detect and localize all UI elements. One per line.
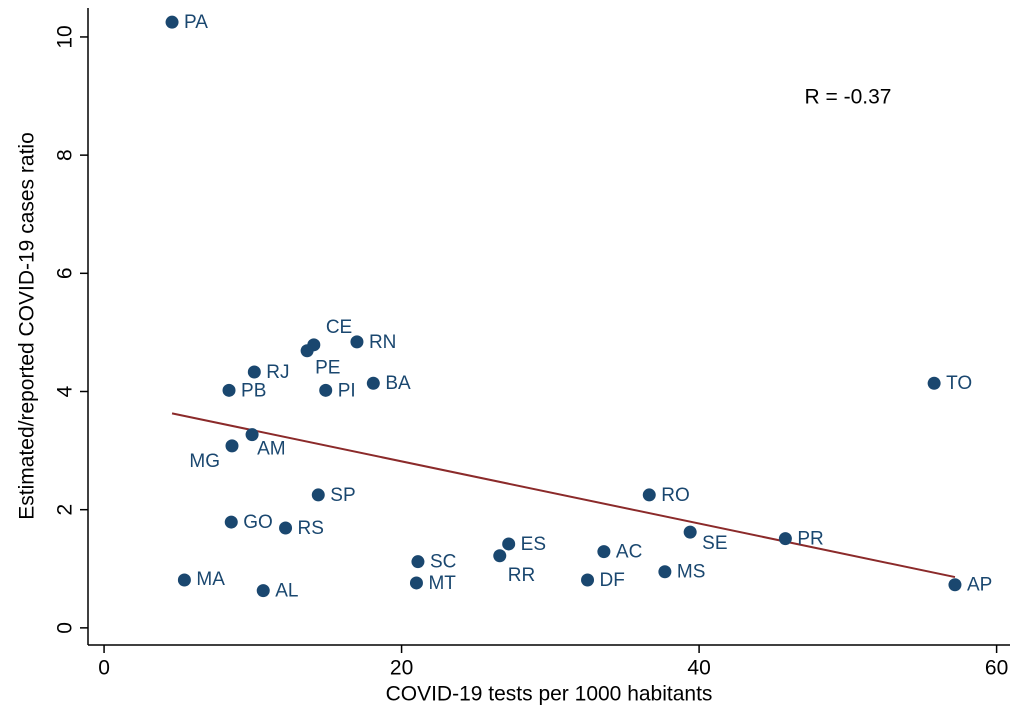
- point: [493, 549, 507, 563]
- point-label: AC: [616, 542, 642, 563]
- point-label: RO: [661, 485, 690, 506]
- x-tick-label: 20: [390, 657, 413, 680]
- point-label: PE: [315, 358, 340, 379]
- point-label: AM: [257, 439, 286, 460]
- point-label: RS: [298, 518, 324, 539]
- point-label: ES: [521, 534, 546, 555]
- point: [409, 576, 423, 590]
- point: [927, 376, 941, 390]
- point: [177, 573, 191, 587]
- y-tick-label: 8: [54, 149, 77, 161]
- point: [642, 488, 656, 502]
- point-label: GO: [243, 512, 273, 533]
- point: [311, 488, 325, 502]
- point-label: SC: [430, 552, 456, 573]
- point: [245, 428, 259, 442]
- point: [502, 537, 516, 551]
- y-tick-label: 4: [54, 385, 77, 397]
- point-label: PR: [797, 529, 823, 550]
- point: [350, 335, 364, 349]
- point-label: SE: [702, 533, 727, 554]
- point: [319, 383, 333, 397]
- y-tick-label: 6: [54, 267, 77, 279]
- point-label: AP: [967, 575, 992, 596]
- point: [683, 525, 697, 539]
- y-tick-label: 2: [54, 504, 77, 516]
- x-tick-label: 60: [985, 657, 1008, 680]
- annotation: R = -0.37: [805, 86, 892, 109]
- point: [247, 365, 261, 379]
- point: [300, 344, 314, 358]
- point: [366, 376, 380, 390]
- point-label: BA: [385, 373, 411, 394]
- point-label: RJ: [266, 362, 289, 383]
- trend-line: [171, 412, 956, 579]
- y-tick-label: 0: [54, 622, 77, 634]
- point: [597, 545, 611, 559]
- x-tick-label: 40: [687, 657, 710, 680]
- point-label: MG: [189, 451, 220, 472]
- point-label: MT: [428, 573, 456, 594]
- point-label: SP: [330, 485, 355, 506]
- point: [411, 555, 425, 569]
- point-label: MS: [677, 562, 706, 583]
- point-label: AL: [275, 581, 298, 602]
- point-label: TO: [946, 373, 972, 394]
- point: [225, 439, 239, 453]
- point-label: CE: [326, 317, 352, 338]
- y-axis-label: Estimated/reported COVID-19 cases ratio: [16, 132, 39, 520]
- point: [222, 383, 236, 397]
- point: [279, 521, 293, 535]
- point-label: DF: [600, 570, 625, 591]
- point-label: PA: [184, 12, 208, 33]
- point: [948, 578, 962, 592]
- x-axis-label: COVID-19 tests per 1000 habitants: [386, 683, 713, 706]
- point: [256, 584, 270, 598]
- point-label: PB: [241, 380, 266, 401]
- point-label: RN: [369, 332, 396, 353]
- point-label: MA: [196, 569, 225, 590]
- point-label: RR: [508, 565, 535, 586]
- point: [224, 515, 238, 529]
- x-tick-label: 0: [98, 657, 110, 680]
- y-tick-label: 10: [54, 25, 77, 48]
- point: [581, 573, 595, 587]
- point: [658, 565, 672, 579]
- point: [165, 15, 179, 29]
- point-label: PI: [338, 380, 356, 401]
- point: [778, 532, 792, 546]
